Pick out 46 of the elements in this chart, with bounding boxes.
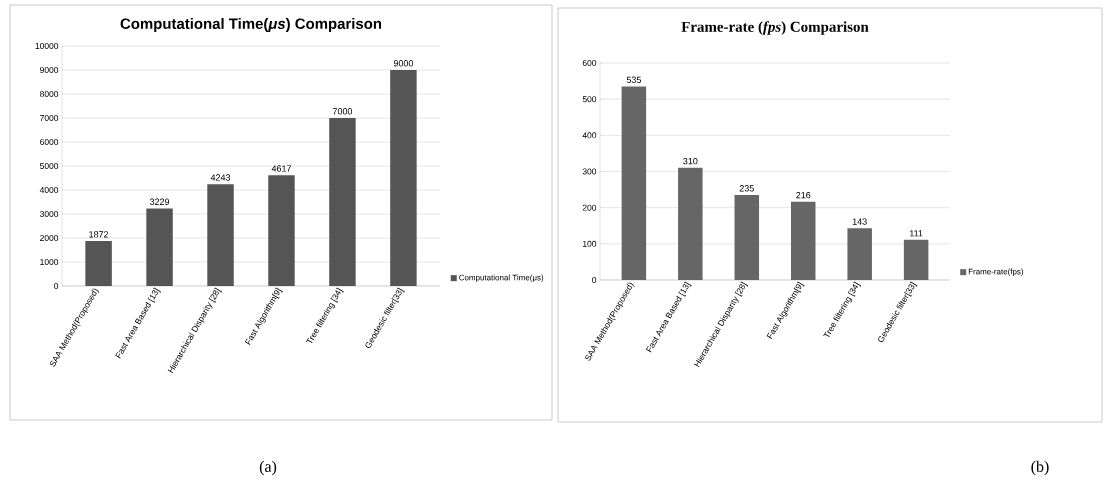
- y-tick-label: 100: [583, 240, 597, 247]
- data-label: 111: [910, 230, 923, 237]
- data-label: 143: [852, 218, 867, 225]
- y-tick-label: 200: [582, 204, 597, 211]
- text: (b): [1031, 460, 1049, 476]
- y-tick-label: 3000: [39, 210, 59, 217]
- data-label: 535: [626, 76, 641, 83]
- bar: [329, 117, 356, 286]
- bar: [903, 239, 929, 280]
- y-tick-label: 4000: [39, 186, 59, 193]
- data-label: 235: [739, 185, 754, 192]
- bar: [621, 86, 647, 280]
- data-label: 9000: [393, 60, 414, 67]
- y-tick-label: 0: [592, 276, 597, 283]
- data-label: 4243: [210, 174, 231, 181]
- y-tick-label: 7000: [40, 114, 59, 121]
- bar: [790, 201, 816, 280]
- y-tick-label: 9000: [40, 66, 59, 73]
- data-label: 216: [796, 191, 811, 199]
- text: (a): [259, 460, 277, 476]
- data-label: 7000: [332, 108, 353, 115]
- y-tick-label: 1000: [40, 258, 59, 265]
- y-tick-label: 600: [582, 60, 597, 66]
- bar: [847, 228, 872, 280]
- bar: [734, 194, 760, 280]
- y-tick-label: 10000: [35, 42, 59, 49]
- y-tick-label: 400: [582, 132, 597, 139]
- y-tick-label: 0: [54, 282, 59, 289]
- y-tick-label: 8000: [40, 90, 59, 97]
- bar: [678, 167, 703, 280]
- bar: [146, 208, 173, 286]
- data-label: 3229: [149, 198, 170, 205]
- bar: [207, 184, 234, 286]
- y-tick-label: 2000: [40, 235, 59, 241]
- y-tick-label: 5000: [40, 162, 59, 169]
- bar: [390, 69, 417, 286]
- y-tick-label: 300: [582, 168, 597, 175]
- data-label: 1872: [89, 231, 109, 238]
- data-label: 310: [683, 158, 698, 165]
- data-label: 4617: [271, 165, 292, 172]
- bar: [268, 175, 295, 286]
- chart-title: Computational Time(μs) Comparison: [120, 18, 382, 32]
- bar: [85, 241, 112, 286]
- y-tick-label: 6000: [40, 138, 59, 145]
- y-tick-label: 500: [582, 96, 597, 103]
- chart-title: Frame-rate (fps) Comparison: [681, 21, 869, 35]
